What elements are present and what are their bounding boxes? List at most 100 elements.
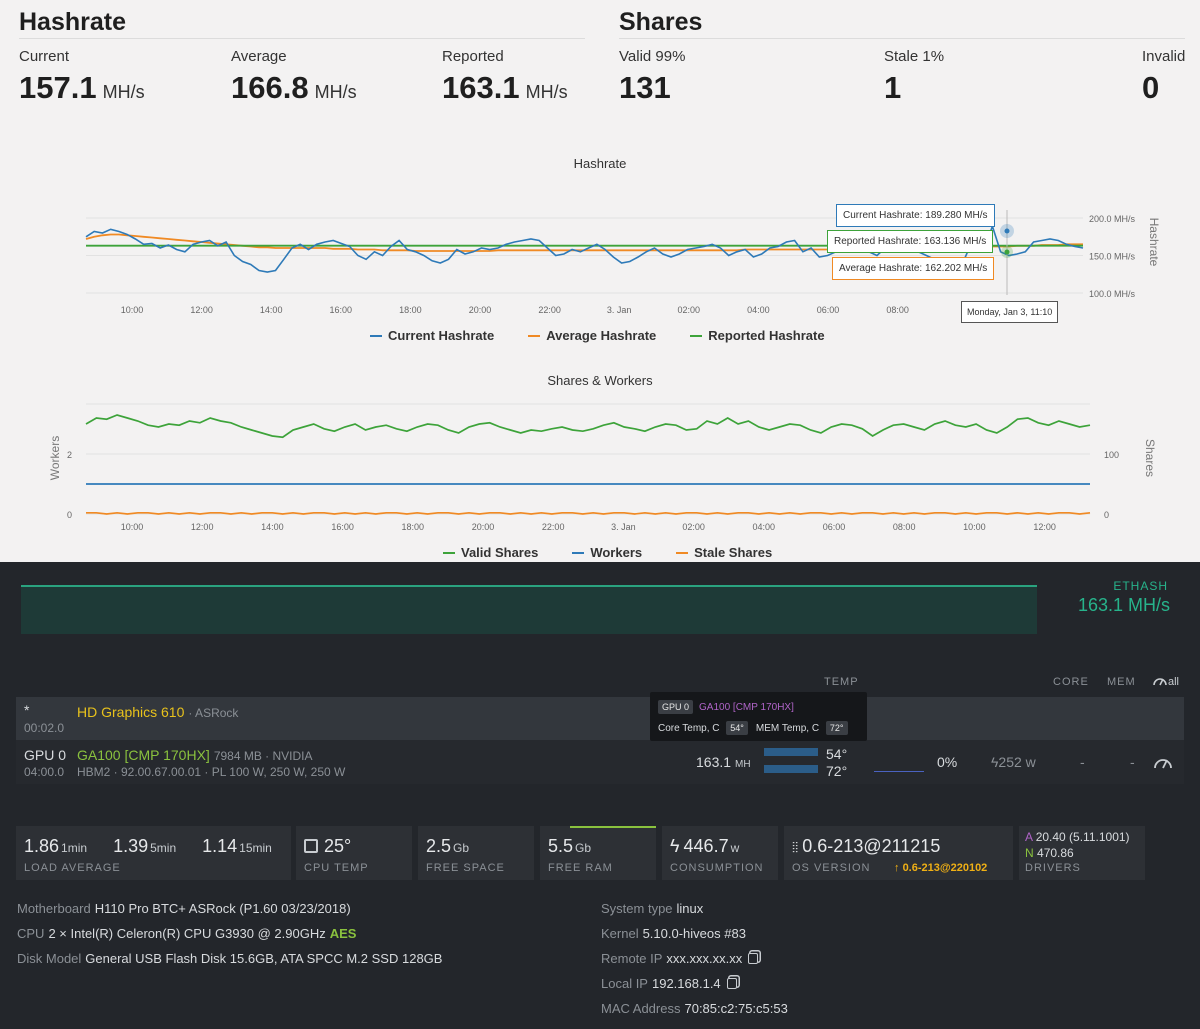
legend-reported[interactable]: Reported Hashrate xyxy=(690,328,825,343)
legend-workers[interactable]: Workers xyxy=(572,545,642,560)
valid-value: 131 xyxy=(619,70,671,105)
legend-average[interactable]: Average Hashrate xyxy=(528,328,656,343)
y-axis-label-left: Workers xyxy=(48,436,62,480)
x-tick-label: 18:00 xyxy=(399,305,422,315)
gpu-temp-tooltip: GPU 0 GA100 [CMP 170HX] Core Temp, C 54° M… xyxy=(650,692,867,741)
gpu0-mem-clock: - xyxy=(1130,754,1135,770)
tile-consumption: ϟ 446.7 w CONSUMPTION xyxy=(662,826,778,880)
tile-free-space: 2.5 Gb FREE SPACE xyxy=(418,826,534,880)
x-tick-label: 02:00 xyxy=(678,305,701,315)
current-label: Current xyxy=(19,48,70,65)
info-kernel: Kernel 5.10.0-hiveos #83 xyxy=(601,926,746,941)
algo-name: ETHASH xyxy=(1113,579,1168,593)
gpu0-mem-temp-spark xyxy=(764,765,818,773)
info-cpu: CPU 2 × Intel(R) Celeron(R) CPU G3930 @ 2… xyxy=(17,926,357,941)
tooltip-current: Current Hashrate: 189.280 MH/s xyxy=(836,204,995,227)
gpu0-mem-temp: 72° xyxy=(826,763,848,779)
gpu0-power: ϟ252 w xyxy=(991,754,1036,770)
tooltip-reported: Reported Hashrate: 163.136 MH/s xyxy=(827,230,994,253)
shares-chart-title: Shares & Workers xyxy=(547,373,653,388)
gpu0-id: GPU 0 xyxy=(24,747,67,763)
shares-legend: Valid Shares Workers Stale Shares xyxy=(443,545,772,560)
valid-label: Valid 99% xyxy=(619,48,686,65)
copy-icon[interactable] xyxy=(726,978,737,989)
invalid-label: Invalid xyxy=(1142,48,1186,65)
hashrate-rule xyxy=(19,38,585,39)
series-line-valid-shares xyxy=(85,414,1091,439)
col-core: CORE xyxy=(1053,676,1089,688)
reported-value: 163.1 MH/s xyxy=(442,70,568,105)
igpu-id: * xyxy=(24,702,30,718)
hashrate-chart[interactable]: 100.0 MH/s 150.0 MH/s 200.0 MH/s Hashrate 10… xyxy=(0,170,1200,320)
bolt-icon: ϟ xyxy=(670,836,680,856)
info-local-ip: Local IP 192.168.1.4 xyxy=(601,976,737,991)
y-axis-label: Hashrate xyxy=(1147,218,1161,267)
legend-valid[interactable]: Valid Shares xyxy=(443,545,538,560)
gpu0-bus: 04:00.0 xyxy=(24,765,65,779)
x-tick-label: 16:00 xyxy=(330,305,353,315)
col-all[interactable]: all xyxy=(1152,674,1179,688)
y-tick-label-left: 0 xyxy=(67,510,72,520)
x-tick-label: 22:00 xyxy=(542,522,565,532)
algo-hashrate-bar xyxy=(21,585,1037,634)
igpu-name: HD Graphics 610 · ASRock xyxy=(77,704,239,720)
x-tick-label: 10:00 xyxy=(121,522,144,532)
hover-point-current-dot xyxy=(1004,228,1010,234)
x-tick-label: 10:00 xyxy=(121,305,144,315)
gpu0-core-temp: 54° xyxy=(826,746,848,762)
bolt-icon: ϟ xyxy=(991,754,999,770)
tile-os-version[interactable]: ⦙⦙ 0.6-213@211215 OS VERSION ↑ 0.6-213@22… xyxy=(784,826,1013,880)
gpu0-speedometer-icon[interactable] xyxy=(1153,755,1173,769)
gpu0-hashrate: 163.1 MH xyxy=(696,754,751,770)
y-axis-label-right: Shares xyxy=(1143,439,1157,477)
x-tick-label: 02:00 xyxy=(682,522,705,532)
tooltip-average: Average Hashrate: 162.202 MH/s xyxy=(832,257,995,280)
x-tick-label: 10:00 xyxy=(963,522,986,532)
legend-stale[interactable]: Stale Shares xyxy=(676,545,772,560)
x-tick-label: 08:00 xyxy=(893,522,916,532)
shares-title: Shares xyxy=(619,8,703,36)
y-tick-label-left: 2 xyxy=(67,450,72,460)
y-tick-label: 150.0 MH/s xyxy=(1089,252,1136,262)
invalid-value: 0 xyxy=(1142,70,1160,105)
average-value: 166.8 MH/s xyxy=(231,70,357,105)
info-systype: System type linux xyxy=(601,901,704,916)
os-update-link[interactable]: ↑ 0.6-213@220102 xyxy=(894,862,988,874)
x-tick-label: 20:00 xyxy=(469,305,492,315)
gpu0-name: GA100 [CMP 170HX] 7984 MB · NVIDIA xyxy=(77,747,313,763)
tooltip-date: Monday, Jan 3, 11:10 xyxy=(961,301,1059,323)
tile-drivers: A 20.40 (5.11.1001) N 470.86 DRIVERS xyxy=(1019,826,1145,880)
copy-icon[interactable] xyxy=(748,953,759,964)
series-line-stale-shares xyxy=(86,511,1091,515)
x-tick-label: 14:00 xyxy=(260,305,283,315)
rig-panel: ETHASH 163.1 MH/s TEMP CORE MEM all * 00… xyxy=(0,562,1200,1029)
x-tick-label: 14:00 xyxy=(261,522,284,532)
stats-panel: Hashrate Current 157.1 MH/s Average 166.8… xyxy=(0,8,1200,560)
x-tick-label: 16:00 xyxy=(331,522,354,532)
gpu-row-igpu[interactable]: * 00:02.0 HD Graphics 610 · ASRock xyxy=(16,697,1184,740)
x-tick-label: 08:00 xyxy=(886,305,909,315)
col-temp: TEMP xyxy=(824,676,859,688)
y-tick-label-right: 0 xyxy=(1104,510,1109,520)
y-tick-label: 200.0 MH/s xyxy=(1089,214,1136,224)
gpu-row-0[interactable]: GPU 0 04:00.0 GA100 [CMP 170HX] 7984 MB ·… xyxy=(16,740,1184,784)
legend-current[interactable]: Current Hashrate xyxy=(370,328,494,343)
info-disk: Disk Model General USB Flash Disk 15.6GB,… xyxy=(17,951,443,966)
x-tick-label: 3. Jan xyxy=(607,305,632,315)
x-tick-label: 04:00 xyxy=(747,305,770,315)
stale-label: Stale 1% xyxy=(884,48,945,65)
x-tick-label: 06:00 xyxy=(817,305,840,315)
igpu-bus: 00:02.0 xyxy=(24,721,65,735)
info-mac: MAC Address 70:85:c2:75:c5:53 xyxy=(601,1001,788,1016)
col-mem: MEM xyxy=(1107,676,1136,688)
x-tick-label: 12:00 xyxy=(190,305,213,315)
algo-rate: 163.1 MH/s xyxy=(1077,595,1170,615)
shares-chart[interactable]: 0 2 0 100 Workers Shares 10:00 12:00 14:00 16:00 1… xyxy=(0,390,1200,540)
hover-point-reported-dot xyxy=(1004,249,1010,255)
shares-rule xyxy=(619,38,1185,39)
x-tick-label: 20:00 xyxy=(472,522,495,532)
reported-label: Reported xyxy=(442,48,504,65)
gpu0-core-clock: - xyxy=(1080,754,1085,770)
ram-usage-bar xyxy=(570,826,656,828)
x-tick-label: 06:00 xyxy=(823,522,846,532)
